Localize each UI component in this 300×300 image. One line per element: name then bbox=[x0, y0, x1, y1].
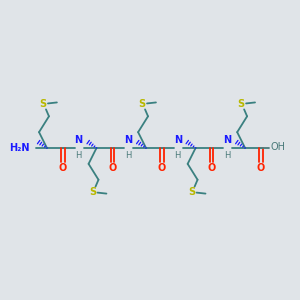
Text: N: N bbox=[174, 135, 182, 145]
Text: S: S bbox=[39, 99, 46, 110]
Text: O: O bbox=[257, 163, 265, 173]
Text: N: N bbox=[124, 135, 132, 145]
Text: O: O bbox=[158, 163, 166, 173]
Text: S: S bbox=[238, 99, 245, 110]
Text: H: H bbox=[125, 152, 131, 160]
Text: OH: OH bbox=[271, 142, 286, 152]
Text: S: S bbox=[188, 187, 195, 196]
Text: N: N bbox=[223, 135, 231, 145]
Text: O: O bbox=[207, 163, 216, 173]
Text: S: S bbox=[139, 99, 145, 110]
Text: H₂N: H₂N bbox=[9, 143, 29, 153]
Text: S: S bbox=[89, 187, 96, 196]
Text: H: H bbox=[175, 152, 181, 160]
Text: O: O bbox=[59, 163, 67, 173]
Text: H: H bbox=[224, 152, 230, 160]
Text: H: H bbox=[76, 152, 82, 160]
Text: N: N bbox=[75, 135, 83, 145]
Text: O: O bbox=[108, 163, 116, 173]
